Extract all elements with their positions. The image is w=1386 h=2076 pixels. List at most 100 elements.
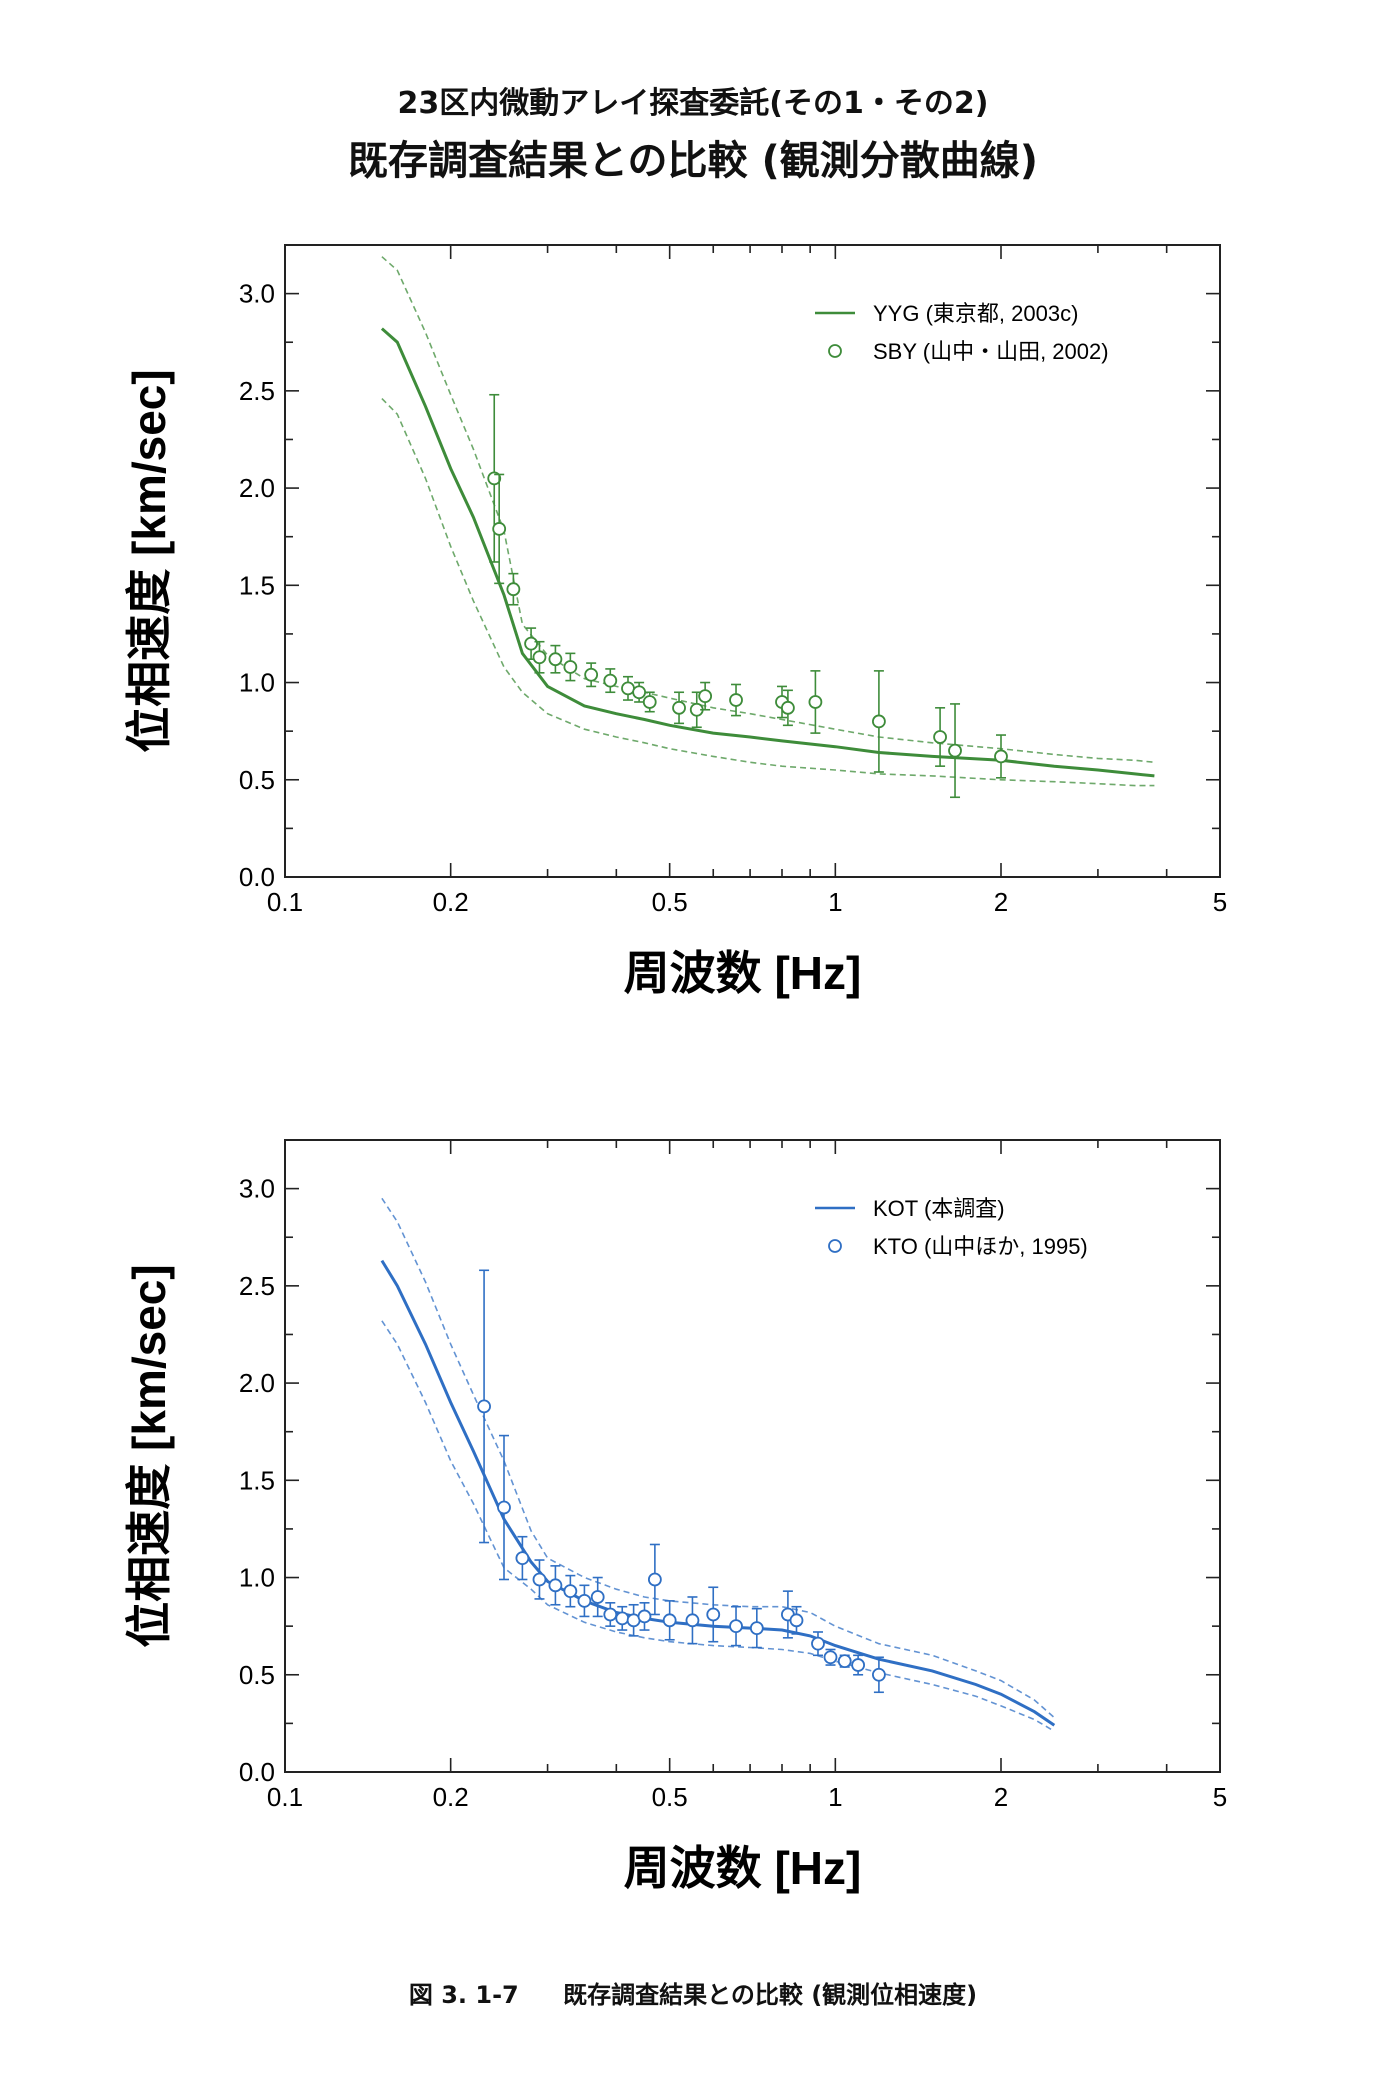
data-marker xyxy=(781,700,795,715)
lower-bound-line xyxy=(381,1320,1055,1732)
data-marker xyxy=(729,693,743,707)
data-point xyxy=(823,1648,838,1666)
data-point xyxy=(698,681,713,711)
plot-area xyxy=(380,256,1155,799)
data-marker xyxy=(811,1636,825,1651)
data-marker xyxy=(647,1572,662,1587)
data-marker xyxy=(948,743,962,758)
data-marker xyxy=(823,1650,838,1665)
x-tick-label: 0.1 xyxy=(267,887,303,917)
data-marker xyxy=(706,1607,721,1622)
y-tick-label: 0.5 xyxy=(239,765,275,795)
data-marker xyxy=(632,685,647,700)
data-point xyxy=(851,1654,866,1676)
data-marker xyxy=(672,700,686,715)
data-marker xyxy=(492,522,507,536)
x-tick-label: 2 xyxy=(994,887,1008,917)
data-point xyxy=(994,734,1008,779)
plot-frame xyxy=(284,1139,1221,1773)
data-point xyxy=(837,1654,852,1669)
data-point xyxy=(729,1605,743,1647)
data-marker xyxy=(487,471,502,486)
data-point xyxy=(632,681,647,703)
data-point xyxy=(563,652,578,682)
data-point xyxy=(642,691,657,713)
data-marker xyxy=(532,650,547,665)
data-marker xyxy=(808,695,823,709)
y-tick-label: 1.0 xyxy=(239,668,275,698)
series-line xyxy=(380,1259,1056,1727)
chart-blue-dispersion: 0.1 0.2 0.5 1 2 5 0.0 0.5 1.0 1.5 2.0 2.5 3.0 周波数 [Hz… xyxy=(123,1139,1227,1894)
y-tick-label: 0.0 xyxy=(239,1757,275,1787)
figure-caption: 図 3. 1-7 既存調査結果との比較 (観測位相速度) xyxy=(0,1975,1386,2010)
data-marker xyxy=(621,681,635,696)
x-tick-label: 5 xyxy=(1213,887,1227,917)
data-point xyxy=(577,1584,592,1618)
y-tick-label: 2.0 xyxy=(239,473,275,503)
y-tick-label: 3.0 xyxy=(239,279,275,309)
y-axis-label: 位相速度 [km/sec] xyxy=(123,369,175,752)
data-point xyxy=(685,1596,700,1645)
y-tick-label: 1.5 xyxy=(239,570,275,600)
data-marker xyxy=(698,689,713,704)
data-marker xyxy=(524,636,538,651)
x-tick-label: 1 xyxy=(828,887,842,917)
data-marker xyxy=(662,1613,677,1628)
plot-area xyxy=(380,1197,1056,1732)
data-point xyxy=(590,1576,605,1618)
data-marker xyxy=(590,1590,605,1604)
data-marker xyxy=(872,714,886,729)
data-marker xyxy=(515,1551,530,1565)
data-point xyxy=(662,1600,677,1641)
y-tick-label: 1.5 xyxy=(239,1465,275,1495)
y-tick-label: 2.0 xyxy=(239,1368,275,1398)
legend: KOT (本調査) KTO (山中ほか, 1995) xyxy=(815,1196,1088,1259)
x-tick-label: 0.5 xyxy=(652,1782,688,1812)
data-marker xyxy=(851,1658,866,1672)
data-point xyxy=(706,1586,721,1643)
data-marker xyxy=(749,1621,764,1635)
data-marker xyxy=(837,1654,852,1669)
data-marker xyxy=(584,667,599,682)
data-point xyxy=(603,668,618,694)
data-point xyxy=(506,572,521,606)
y-tick-label: 2.5 xyxy=(239,376,275,406)
data-marker xyxy=(615,1611,630,1626)
data-point xyxy=(497,1434,511,1581)
legend-label: SBY (山中・山田, 2002) xyxy=(873,339,1109,364)
data-marker xyxy=(994,749,1008,764)
data-marker xyxy=(577,1593,592,1608)
data-point xyxy=(647,1543,662,1616)
data-point xyxy=(749,1607,764,1649)
data-marker xyxy=(506,582,521,597)
x-tick-label: 1 xyxy=(828,1782,842,1812)
data-marker xyxy=(548,652,563,667)
y-tick-label: 3.0 xyxy=(239,1174,275,1204)
data-point xyxy=(729,683,743,717)
y-tick-label: 0.0 xyxy=(239,862,275,892)
y-tick-label: 1.0 xyxy=(239,1563,275,1593)
figure-number: 図 3. 1-7 xyxy=(408,1981,519,2009)
data-point xyxy=(789,1605,804,1635)
data-point xyxy=(492,473,507,585)
chart-green-dispersion: 0.1 0.2 0.5 1 2 5 0.0 0.5 1.0 1.5 2.0 2.5 3.0 周波数 [Hz… xyxy=(123,244,1227,999)
data-marker xyxy=(497,1500,511,1515)
data-marker xyxy=(563,1584,578,1599)
data-marker xyxy=(603,1607,618,1622)
data-point xyxy=(515,1535,530,1581)
data-marker xyxy=(933,730,947,744)
x-axis-label: 周波数 [Hz] xyxy=(624,1842,862,1894)
data-point xyxy=(637,1602,652,1631)
data-marker xyxy=(642,695,657,709)
data-marker xyxy=(548,1578,563,1593)
data-point xyxy=(811,1631,825,1657)
data-marker xyxy=(532,1572,547,1587)
data-marker xyxy=(872,1667,886,1682)
data-point xyxy=(626,1603,641,1637)
x-tick-label: 0.2 xyxy=(433,1782,469,1812)
figure-caption-text: 既存調査結果との比較 (観測位相速度) xyxy=(563,1981,978,2009)
x-axis-label: 周波数 [Hz] xyxy=(624,947,862,999)
data-point xyxy=(477,1269,491,1544)
data-point xyxy=(563,1574,578,1608)
data-point xyxy=(532,1559,547,1600)
